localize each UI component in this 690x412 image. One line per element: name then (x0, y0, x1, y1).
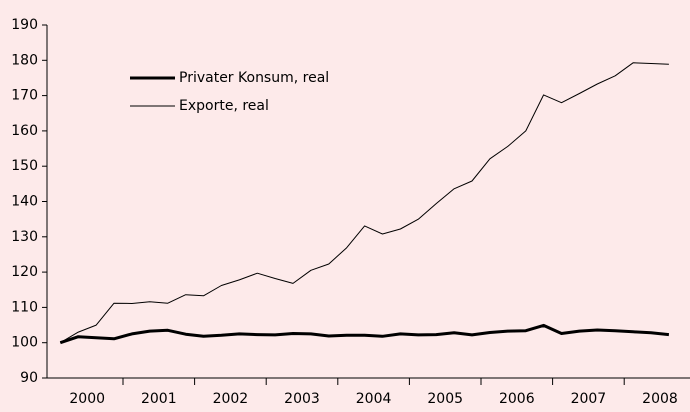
x-tick-label: 2001 (141, 391, 177, 407)
x-tick-label: 2005 (427, 391, 463, 407)
x-tick-label: 2004 (356, 391, 392, 407)
x-tick-label: 2003 (284, 391, 320, 407)
series-line (59, 323, 670, 345)
y-tick-label: 180 (11, 52, 38, 68)
x-tick-label: 2002 (213, 391, 249, 407)
y-tick-label: 120 (11, 264, 38, 280)
x-tick-label: 2006 (499, 391, 535, 407)
y-tick-label: 190 (11, 17, 38, 33)
y-tick-label: 90 (20, 370, 38, 386)
x-tick-label: 2008 (642, 391, 678, 407)
y-tick-label: 140 (11, 194, 38, 210)
x-tick-label: 2007 (571, 391, 607, 407)
x-tick-label: 2000 (69, 391, 105, 407)
y-tick-label: 160 (11, 123, 38, 139)
y-tick-label: 100 (11, 335, 38, 351)
legend-label: Privater Konsum, real (179, 70, 329, 86)
y-tick-label: 150 (11, 158, 38, 174)
series-line (60, 62, 669, 344)
legend-label: Exporte, real (179, 98, 269, 114)
y-tick-label: 130 (11, 229, 38, 245)
y-tick-label: 110 (11, 299, 38, 315)
y-tick-label: 170 (11, 88, 38, 104)
